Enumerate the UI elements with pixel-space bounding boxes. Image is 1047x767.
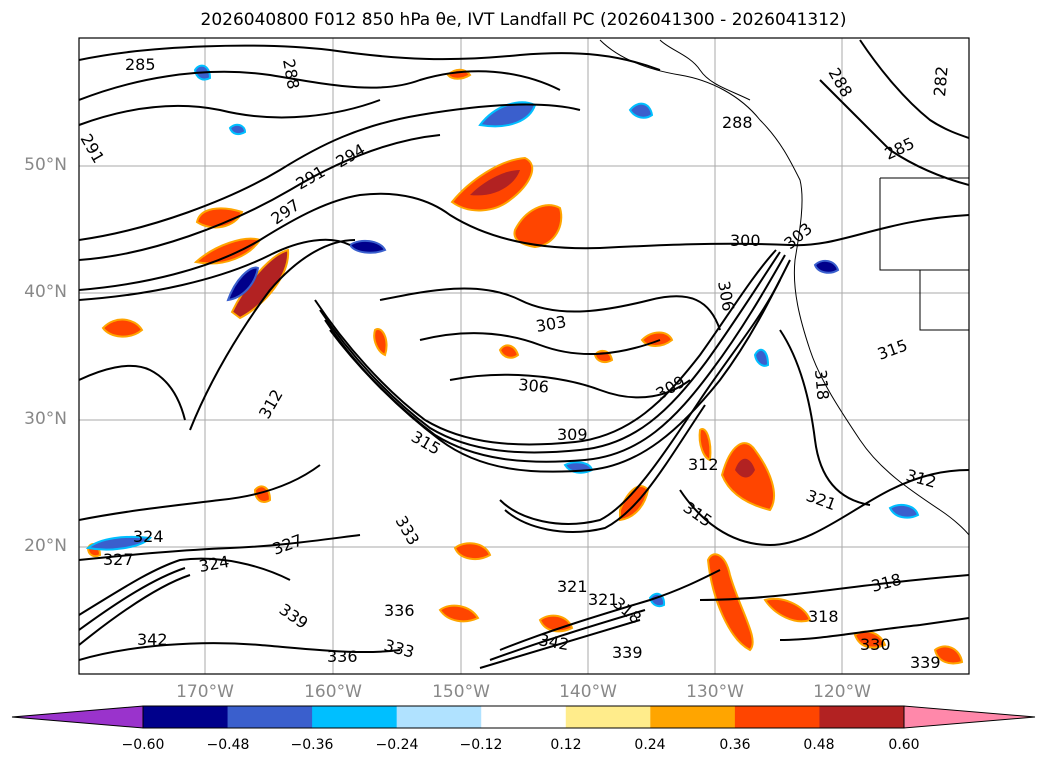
map-title: 2026040800 F012 850 hPa θe, IVT Landfall… [200,10,847,30]
lat-label-30n: 30°N [24,409,67,429]
map-background [79,38,969,674]
contour-label: 321 [557,577,588,596]
contour-label: 339 [910,653,941,672]
colorbar-tick: −0.60 [121,737,165,753]
colorbar-tick: 0.60 [888,737,920,753]
coastline [599,39,969,536]
contour-label: 336 [384,601,415,620]
lon-label-170w: 170°W [176,682,234,702]
contour-label: 312 [688,455,719,474]
lat-label-40n: 40°N [24,282,67,302]
contour-label: 282 [930,65,952,97]
contour-label: 339 [612,643,643,662]
contour-label: 318 [811,369,833,401]
colorbar-tick: 0.36 [719,737,751,753]
contour-label: 321 [588,590,619,609]
lon-label-130w: 130°W [686,682,744,702]
colorbar-tick: 0.24 [634,737,666,753]
contour-label: 300 [730,231,761,250]
contour-label: 330 [860,635,891,654]
contour-label: 336 [327,647,358,666]
colorbar-tick: −0.24 [375,737,419,753]
lat-label-20n: 20°N [24,536,67,556]
colorbar-tick: −0.36 [290,737,334,753]
lat-label-50n: 50°N [24,155,67,175]
contour-label: 342 [137,630,168,649]
lon-label-150w: 150°W [432,682,490,702]
graticule [79,38,969,674]
contour-label: 327 [103,550,134,569]
contour-label: 318 [808,607,839,626]
contour-label: 288 [722,113,753,132]
ivt-positive-patches [86,68,964,665]
contour-label: 285 [125,55,156,74]
contour-labels: 285 288 288 288 285 282 291 291 294 297 … [79,55,952,672]
map-frame [78,37,970,675]
contour-label: 309 [557,425,588,444]
lon-label-120w: 120°W [813,682,871,702]
colorbar-tick: 0.12 [550,737,582,753]
theta-e-contours [79,39,969,669]
ivt-negative-patches [85,64,920,608]
colorbar-tick: −0.48 [206,737,250,753]
lon-label-160w: 160°W [304,682,362,702]
contour-label: 306 [518,375,550,397]
contour-label: 324 [133,527,164,546]
lon-label-140w: 140°W [559,682,617,702]
colorbar-tick: 0.48 [803,737,835,753]
colorbar-tick: −0.12 [459,737,503,753]
